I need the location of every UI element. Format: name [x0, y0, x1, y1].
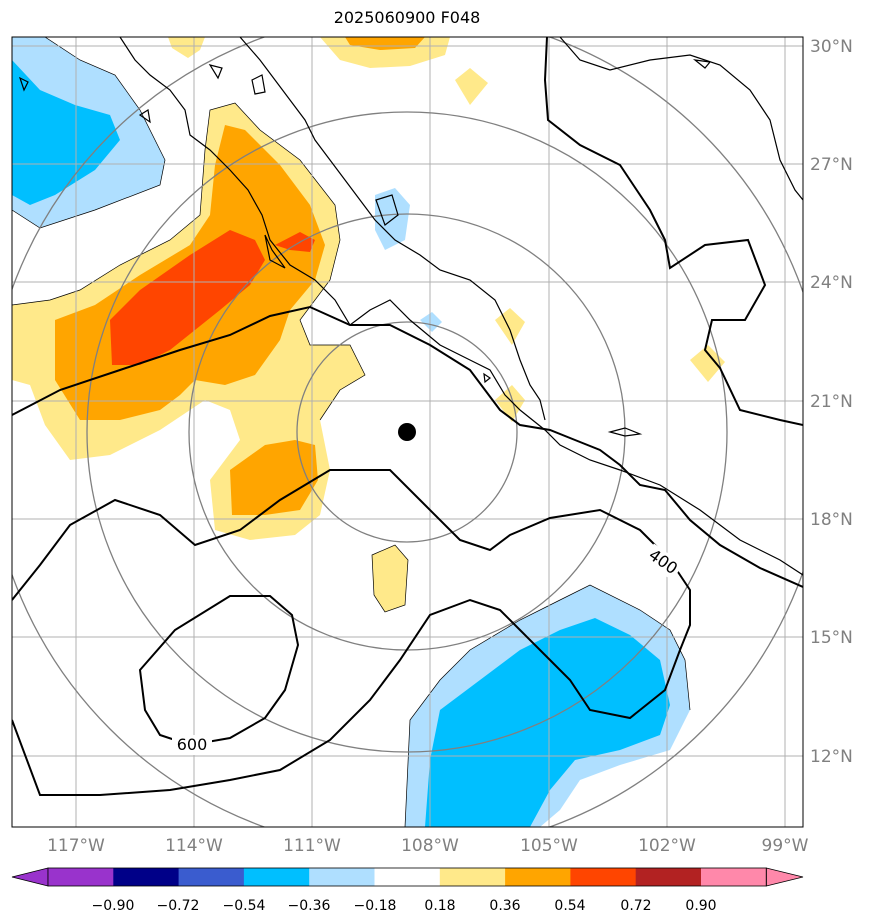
lon-label: 108°W [401, 836, 459, 856]
colorbar-tick: −0.72 [157, 898, 200, 914]
red-main [110, 230, 265, 365]
colorbar-tick: 0.54 [554, 898, 585, 914]
lon-label: 105°W [520, 836, 578, 856]
colorbar [11, 867, 804, 887]
yellow-small-gulf [455, 68, 488, 105]
lat-label: 24°N [810, 273, 853, 293]
lat-label: 12°N [810, 747, 853, 767]
lat-label: 15°N [810, 628, 853, 648]
lat-label: 30°N [810, 37, 853, 57]
lon-label: 111°W [283, 836, 341, 856]
red-small [275, 232, 315, 252]
colorbar-tick: 0.90 [685, 898, 716, 914]
blue-nw [12, 60, 120, 205]
height-contours [12, 37, 803, 796]
colorbar-segment [374, 868, 441, 886]
colorbar-segment [309, 868, 375, 886]
colorbar-extend-low [11, 867, 49, 887]
longitude-labels: 117°W 114°W 111°W 108°W 105°W 102°W 99°W [47, 836, 809, 856]
contour-400-north [12, 305, 803, 588]
colorbar-tick: 0.72 [620, 898, 651, 914]
yellow-mid-south [372, 545, 408, 612]
yellow-east [690, 345, 725, 382]
svg-text:600: 600 [177, 735, 208, 754]
colorbar-segment [48, 868, 114, 886]
graticule [12, 37, 803, 827]
lon-label: 102°W [638, 836, 696, 856]
colorbar-tick: −0.54 [223, 898, 266, 914]
map-title: 2025060900 F048 [333, 8, 481, 27]
colorbar-frame [47, 867, 767, 887]
range-rings [12, 37, 803, 827]
lat-label: 21°N [810, 392, 853, 412]
lon-label: 114°W [165, 836, 223, 856]
coastlines [18, 37, 803, 576]
contour-east [543, 37, 803, 426]
lon-label: 99°W [762, 836, 809, 856]
lon-label: 117°W [47, 836, 105, 856]
colorbar-tick: −0.90 [92, 898, 135, 914]
positive-anomaly-fills [12, 37, 725, 612]
colorbar-segment [635, 868, 702, 886]
colorbar-tick: −0.18 [354, 898, 397, 914]
negative-anomaly-fills [12, 37, 690, 827]
yellow-top-small [168, 37, 205, 58]
yellow-coast-1 [495, 308, 525, 345]
lat-label: 27°N [810, 155, 853, 175]
colorbar-extend-high [765, 867, 804, 887]
storm-center-dot [398, 423, 416, 441]
colorbar-segment [113, 868, 180, 886]
colorbar-segment [178, 868, 245, 886]
contour-400-south [12, 469, 691, 796]
colorbar-segment [505, 868, 571, 886]
contour-label-600: 600 [172, 735, 212, 755]
map-frame [11, 36, 804, 828]
yellow-coast-2 [495, 385, 525, 422]
contour-600 [138, 595, 300, 747]
blue-se [425, 618, 670, 827]
colorbar-tick: −0.36 [288, 898, 331, 914]
colorbar-segment [439, 868, 506, 886]
map-panel: 400 600 [12, 37, 803, 827]
colorbar-segment [243, 868, 310, 886]
latitude-labels: 30°N 27°N 24°N 21°N 18°N 15°N 12°N [810, 37, 853, 767]
orange-top [345, 37, 425, 50]
lat-label: 18°N [810, 510, 853, 530]
colorbar-segment [570, 868, 637, 886]
colorbar-tick-labels: −0.90 −0.72 −0.54 −0.36 −0.18 0.18 0.36 … [92, 898, 717, 914]
colorbar-tick: 0.18 [424, 898, 455, 914]
colorbar-segment [701, 868, 767, 886]
orange-south [230, 440, 318, 515]
blue-small-coast [420, 312, 442, 332]
colorbar-tick: 0.36 [489, 898, 520, 914]
